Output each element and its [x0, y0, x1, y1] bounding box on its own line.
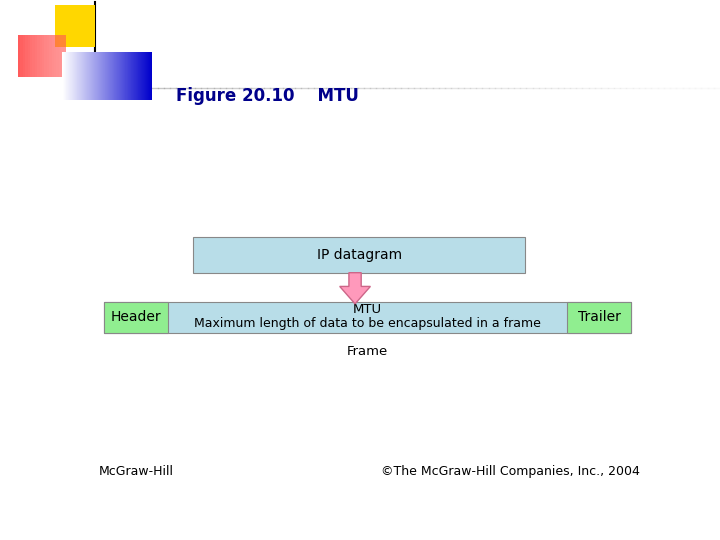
Bar — [30, 35, 32, 77]
Bar — [61, 35, 63, 77]
Text: Figure 20.10    MTU: Figure 20.10 MTU — [176, 87, 359, 105]
Text: Trailer: Trailer — [577, 310, 621, 325]
FancyBboxPatch shape — [104, 302, 168, 333]
Bar — [18, 35, 20, 77]
Text: IP datagram: IP datagram — [317, 248, 402, 262]
Text: MTU: MTU — [353, 302, 382, 315]
Bar — [32, 35, 35, 77]
Bar — [47, 35, 49, 77]
Bar — [42, 35, 45, 77]
Bar — [59, 35, 61, 77]
Bar — [27, 35, 30, 77]
Text: Maximum length of data to be encapsulated in a frame: Maximum length of data to be encapsulate… — [194, 317, 541, 330]
Bar — [23, 35, 25, 77]
Bar — [56, 35, 59, 77]
Bar — [40, 35, 42, 77]
FancyBboxPatch shape — [193, 238, 526, 273]
Bar — [20, 35, 23, 77]
Polygon shape — [340, 273, 370, 304]
Text: McGraw-Hill: McGraw-Hill — [99, 465, 174, 478]
Bar — [37, 35, 40, 77]
Bar — [45, 35, 47, 77]
Bar — [63, 35, 66, 77]
Text: Frame: Frame — [347, 345, 388, 358]
Bar — [49, 35, 52, 77]
FancyBboxPatch shape — [104, 302, 631, 333]
Text: Header: Header — [111, 310, 161, 325]
Bar — [35, 35, 37, 77]
FancyBboxPatch shape — [567, 302, 631, 333]
Text: ©The McGraw-Hill Companies, Inc., 2004: ©The McGraw-Hill Companies, Inc., 2004 — [381, 465, 639, 478]
Bar — [54, 35, 56, 77]
Bar — [52, 35, 54, 77]
Bar — [25, 35, 27, 77]
